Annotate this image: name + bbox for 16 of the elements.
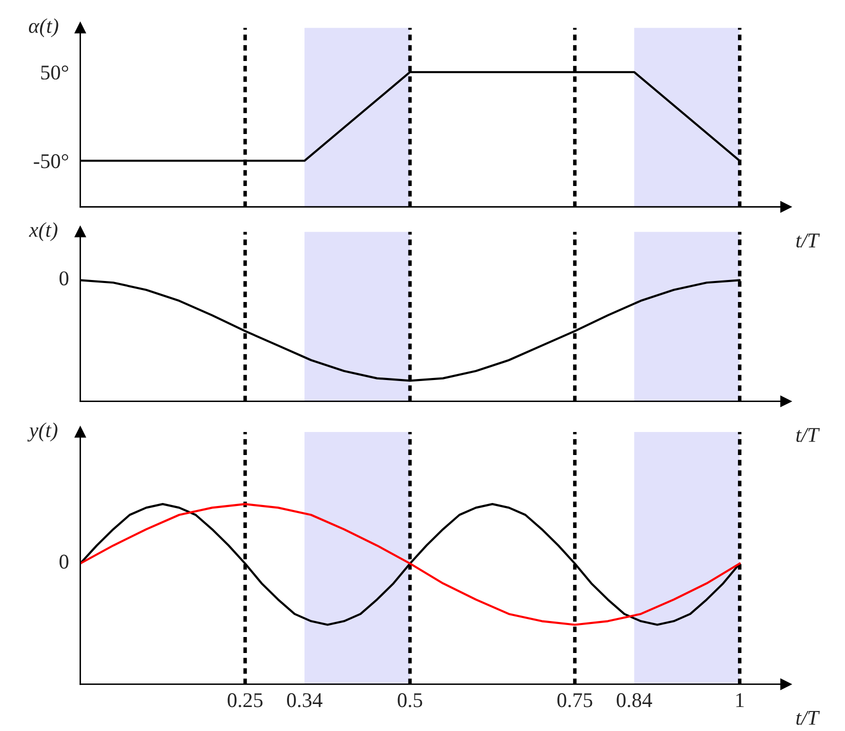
- y-axis-title: α(t): [28, 18, 58, 38]
- x-tick-label: 0.34: [287, 693, 322, 708]
- y-axis-title: y(t): [27, 422, 58, 442]
- x-axis-title: t/T: [796, 428, 820, 442]
- annotation: 0: [60, 271, 68, 286]
- x-tick-label: 0.25: [228, 693, 263, 708]
- x-tick-label: 1: [736, 693, 744, 708]
- x-tick-label: 0.5: [398, 693, 422, 708]
- x-axis-title: t/T: [796, 234, 820, 248]
- x-tick-label: 0.84: [616, 693, 652, 708]
- y-tick-label: -50°: [34, 154, 68, 168]
- x-axis-title: t/T: [796, 710, 820, 725]
- y-tick-label: 50°: [41, 65, 68, 80]
- y-axis-title: x(t): [28, 222, 58, 242]
- x-tick-label: 0.75: [557, 693, 592, 708]
- annotation: 0: [60, 554, 68, 569]
